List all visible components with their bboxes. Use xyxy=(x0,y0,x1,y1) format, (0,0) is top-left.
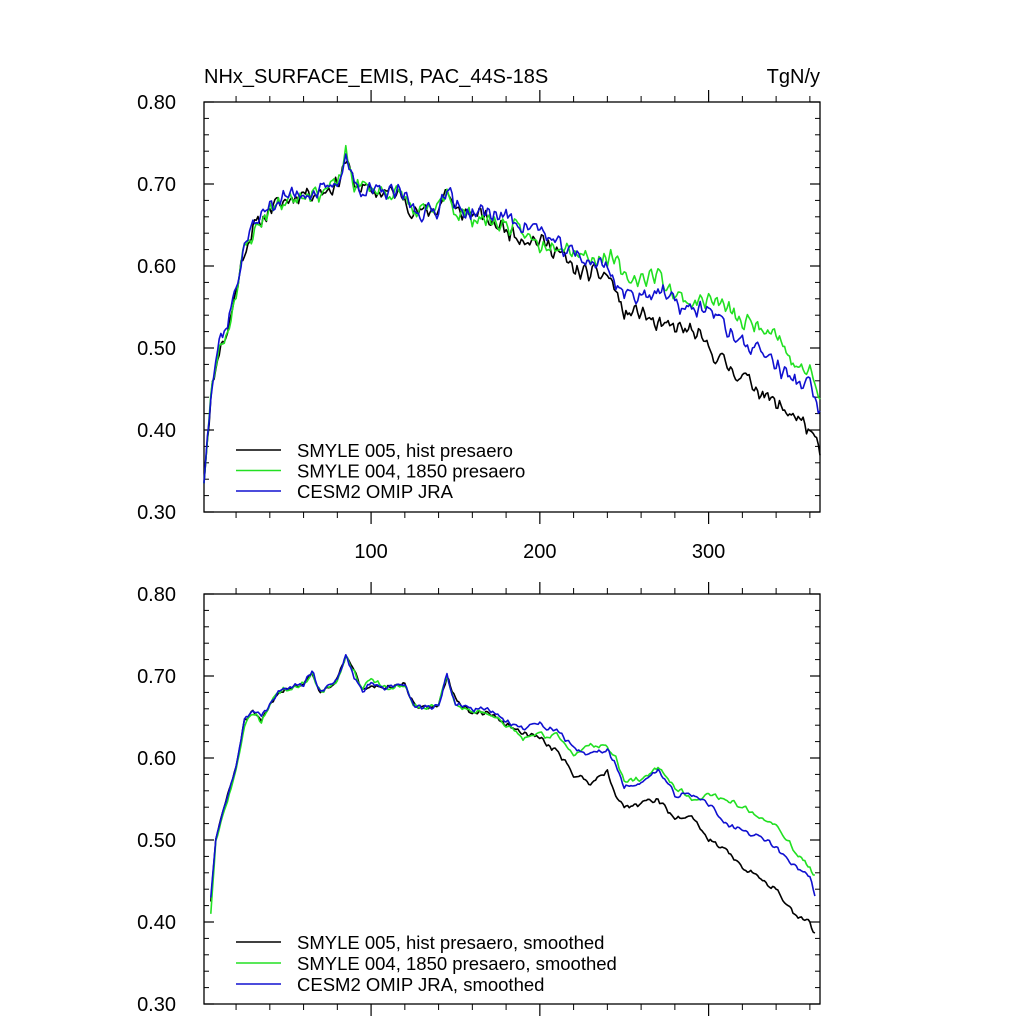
y-tick-label: 0.30 xyxy=(137,502,176,524)
legend-label: CESM2 OMIP JRA, smoothed xyxy=(297,974,544,995)
y-tick-label: 0.80 xyxy=(137,584,176,606)
legend-label: SMYLE 004, 1850 presaero, smoothed xyxy=(297,953,617,974)
top-axis-ticks: 0.30 0.40 0.50 0.60 0.70 0.80 100 200 300 xyxy=(137,90,820,563)
y-tick-label: 0.50 xyxy=(137,830,176,852)
y-tick-label: 0.40 xyxy=(137,912,176,934)
top-plot-frame xyxy=(203,101,821,513)
bottom-panel: 0.30 0.40 0.50 0.60 0.70 0.80 SMYLE 005, hist… xyxy=(137,582,821,1016)
y-tick-label: 0.70 xyxy=(137,174,176,196)
x-tick-label: 200 xyxy=(523,541,556,563)
legend-label: SMYLE 005, hist presaero, smoothed xyxy=(297,932,604,953)
legend-label: SMYLE 005, hist presaero xyxy=(297,440,513,461)
x-tick-label: 300 xyxy=(692,541,725,563)
figure-title: NHx_SURFACE_EMIS, PAC_44S-18S xyxy=(204,66,548,88)
y-tick-label: 0.60 xyxy=(137,748,176,770)
y-tick-label: 0.40 xyxy=(137,420,176,442)
y-tick-label: 0.70 xyxy=(137,666,176,688)
figure-units: TgN/y xyxy=(767,66,820,88)
x-tick-label: 100 xyxy=(354,541,387,563)
bottom-plot-frame xyxy=(203,593,821,1005)
legend-label: SMYLE 004, 1850 presaero xyxy=(297,461,525,482)
series-line-3 xyxy=(203,153,821,484)
series-line-2 xyxy=(203,144,821,484)
bottom-axis-ticks: 0.30 0.40 0.50 0.60 0.70 0.80 xyxy=(137,582,820,1016)
y-tick-label: 0.80 xyxy=(137,92,176,114)
series-line-3 xyxy=(210,653,816,898)
top-series-group xyxy=(203,144,821,484)
top-panel: 0.30 0.40 0.50 0.60 0.70 0.80 100 200 300 SMYLE … xyxy=(137,90,821,563)
legend-label: CESM2 OMIP JRA xyxy=(297,481,454,502)
y-tick-label: 0.30 xyxy=(137,994,176,1016)
y-tick-label: 0.50 xyxy=(137,338,176,360)
y-tick-label: 0.60 xyxy=(137,256,176,278)
bottom-series-group xyxy=(210,653,816,934)
bottom-legend: SMYLE 005, hist presaero, smoothedSMYLE … xyxy=(236,932,617,995)
